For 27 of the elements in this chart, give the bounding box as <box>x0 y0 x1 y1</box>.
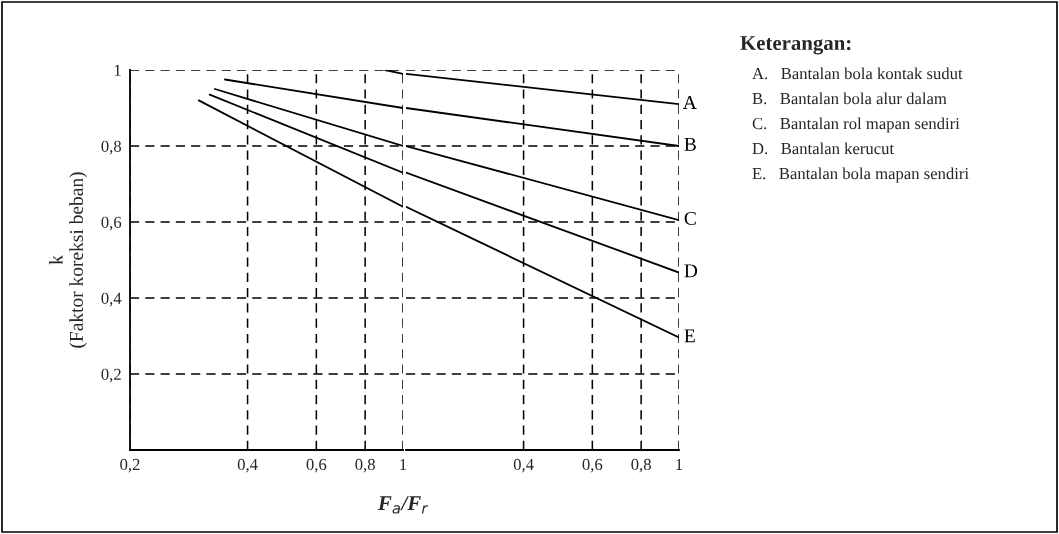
x-tick-label: 0,4 <box>237 458 258 473</box>
text: D. Bantalan kerucut <box>752 142 894 155</box>
y-tick-label: 0,8 <box>101 140 122 155</box>
text: C. Bantalan rol mapan sendiri <box>752 117 960 133</box>
x-tick-label: 0,4 <box>513 458 534 473</box>
x-tick-label: 1 <box>676 458 683 470</box>
y-tick-label: 0,2 <box>101 368 121 383</box>
y-tick-label: 1 <box>114 64 121 76</box>
series-label: D <box>684 264 698 278</box>
series-label: B <box>684 137 696 151</box>
x-tick-label: 0,6 <box>582 458 603 473</box>
text: A. Bantalan bola kontak sudut <box>752 67 963 80</box>
text: Keterangan: <box>740 36 851 55</box>
series-label: A <box>682 96 697 109</box>
y-tick-label: 0,4 <box>101 292 122 307</box>
y-axis-title: k (Faktor koreksi beban) <box>48 172 87 348</box>
x-tick-label: 1 <box>400 458 407 470</box>
x-axis-title: F$_{a}$/F$_{r}$ <box>377 496 429 514</box>
y-tick-label: 0,6 <box>101 216 122 231</box>
series-label: E <box>684 329 695 343</box>
text: E. Bantalan bola mapan sendiri <box>752 167 969 183</box>
text: B. Bantalan bola alur dalam <box>752 92 947 105</box>
x-tick-label: 0,6 <box>306 458 327 473</box>
x-tick-label: 0,8 <box>355 458 375 473</box>
x-tick-label: 0,2 <box>120 458 140 473</box>
series-label: C <box>684 211 696 225</box>
x-tick-label: 0,8 <box>631 458 651 473</box>
